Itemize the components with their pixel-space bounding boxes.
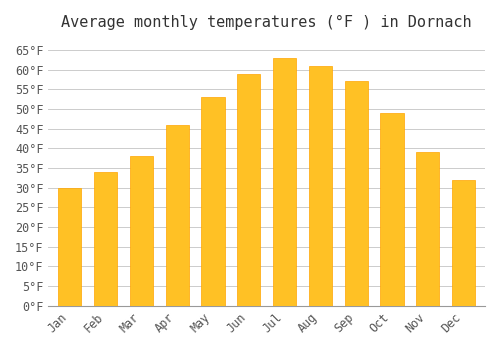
Bar bbox=[273, 58, 296, 306]
Bar bbox=[58, 188, 82, 306]
Bar bbox=[130, 156, 153, 306]
Bar bbox=[94, 172, 118, 306]
Bar bbox=[416, 152, 440, 306]
Bar bbox=[202, 97, 224, 306]
Title: Average monthly temperatures (°F ) in Dornach: Average monthly temperatures (°F ) in Do… bbox=[62, 15, 472, 30]
Bar bbox=[344, 82, 368, 306]
Bar bbox=[237, 74, 260, 306]
Bar bbox=[308, 66, 332, 306]
Bar bbox=[380, 113, 404, 306]
Bar bbox=[452, 180, 475, 306]
Bar bbox=[166, 125, 189, 306]
